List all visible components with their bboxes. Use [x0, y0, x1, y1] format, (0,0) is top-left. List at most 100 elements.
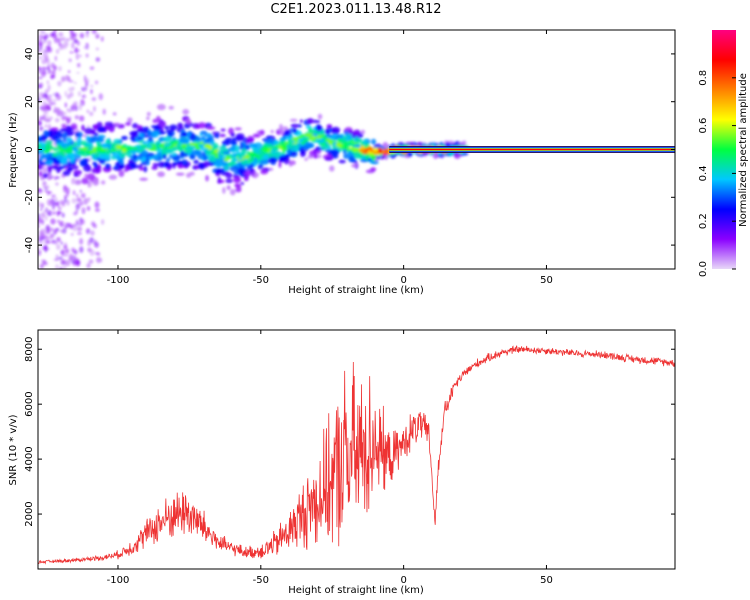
spectral-blob [70, 123, 78, 130]
spectral-blob [57, 110, 65, 117]
spectral-speckle [54, 92, 60, 97]
spectral-speckle [90, 88, 93, 95]
spectral-speckle [87, 247, 92, 253]
snr-marks [38, 345, 675, 565]
spectral-blob [215, 132, 219, 139]
spectral-speckle [58, 256, 63, 260]
spectral-speckle [44, 89, 49, 94]
spectral-blob [324, 128, 330, 134]
spectral-blob [86, 173, 96, 181]
spectral-speckle [67, 222, 71, 227]
spectral-blob [66, 146, 74, 152]
spectral-blob [105, 163, 110, 170]
spectral-speckle [44, 184, 50, 190]
spectral-blob [76, 136, 82, 144]
colorbar-tick-label: 0.8 [698, 70, 709, 86]
spectral-blob [211, 131, 221, 135]
spectral-blob [89, 135, 98, 143]
spectral-speckle [91, 30, 97, 35]
spectral-blob [96, 166, 101, 173]
x-tick-label: -100 [107, 575, 130, 586]
spectral-speckle [61, 37, 66, 41]
spectral-blob [217, 179, 222, 184]
spectral-core [150, 147, 157, 151]
spectral-blob [279, 123, 283, 130]
spectral-speckle [61, 212, 65, 218]
spectral-blob [289, 118, 298, 122]
spectral-core [301, 136, 310, 140]
spectral-blob [60, 143, 66, 148]
spectral-blob [367, 158, 373, 162]
spectral-speckle [63, 196, 68, 204]
spectral-blob [38, 136, 44, 142]
spectral-speckle [76, 62, 81, 68]
spectral-core [210, 151, 216, 156]
spectral-speckle [75, 219, 79, 227]
spectral-speckle [86, 206, 91, 211]
spectral-speckle [102, 108, 106, 115]
snr-series-line [38, 345, 675, 565]
spectral-core [102, 144, 108, 149]
spectral-speckle [72, 190, 76, 196]
spectral-blob [326, 124, 333, 129]
spectral-blob [98, 155, 107, 159]
spectral-speckle [59, 266, 63, 269]
spectral-blob [227, 162, 234, 167]
spectral-core [319, 138, 325, 143]
spectral-speckle [38, 249, 42, 256]
spectral-speckle [86, 109, 90, 114]
spectral-core [320, 135, 327, 140]
spectral-speckle [63, 245, 68, 250]
spectral-speckle [44, 215, 48, 221]
spectral-speckle [57, 206, 62, 211]
spectral-blob [171, 152, 177, 157]
spectral-speckle [75, 53, 80, 60]
spectral-blob [127, 117, 133, 123]
spectral-core [367, 146, 372, 151]
spectral-blob [166, 157, 171, 162]
spectral-speckle [70, 232, 74, 236]
spectral-speckle [65, 259, 71, 267]
spectral-speckle [60, 258, 66, 264]
spectral-blob [278, 161, 282, 168]
spectral-blob [208, 156, 217, 162]
spectral-core [327, 138, 332, 144]
spectral-blob [66, 136, 73, 144]
spectral-blob [138, 167, 144, 171]
spectral-core [181, 143, 187, 148]
spectral-core [91, 146, 96, 151]
spectral-speckle [94, 201, 100, 209]
spectral-speckle [55, 49, 60, 55]
spectral-blob [189, 134, 198, 141]
spectral-speckle [67, 70, 71, 73]
spectral-blob [153, 154, 159, 160]
spectral-blob [138, 128, 145, 133]
spectral-speckle [94, 80, 99, 85]
spectral-speckle [53, 201, 58, 207]
spectral-blob [93, 132, 99, 137]
spectral-speckle [38, 66, 41, 70]
spectral-speckle [48, 175, 54, 179]
spectral-blob [119, 151, 123, 157]
spectral-speckle [39, 263, 44, 269]
dc-band-layer [389, 148, 675, 151]
spectral-blob [103, 125, 111, 131]
spectral-speckle [52, 211, 56, 215]
spectral-speckle [49, 234, 53, 240]
spectral-speckle [41, 66, 47, 72]
spectral-blob [62, 170, 71, 176]
spectral-blob [331, 149, 340, 156]
spectral-blob [164, 125, 170, 130]
spectral-blob [353, 129, 361, 136]
spectral-blob [276, 130, 280, 135]
spectral-speckle [89, 111, 94, 117]
spectral-blob [345, 131, 349, 136]
spectral-blob [143, 166, 148, 173]
spectral-speckle [38, 234, 43, 240]
spectral-speckle [45, 45, 50, 51]
y-tick-label: 4000 [24, 446, 35, 471]
spectral-speckle [63, 111, 68, 115]
spectral-core [352, 147, 360, 152]
spectral-blob [181, 138, 189, 145]
spectral-blob [339, 134, 343, 139]
